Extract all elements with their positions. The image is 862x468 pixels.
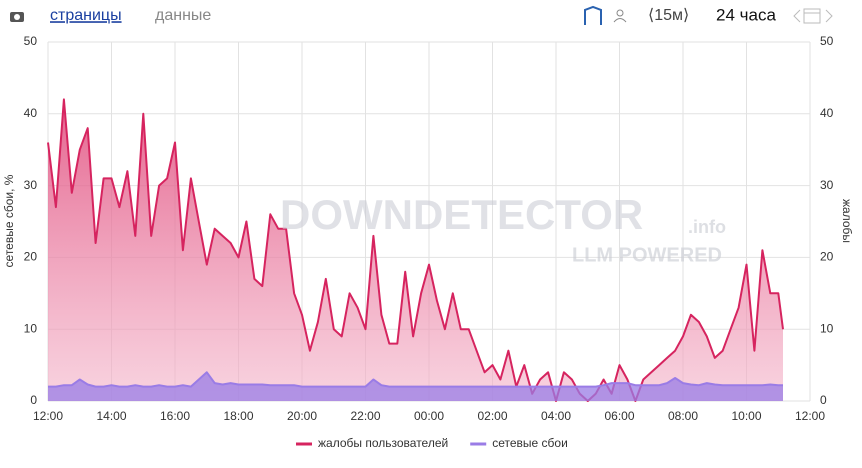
y2-axis-label: жалобы bbox=[840, 199, 854, 243]
watermark: DOWNDETECTOR bbox=[280, 191, 643, 238]
legend-label: сетевые сбои bbox=[492, 436, 568, 450]
y-tick-label: 50 bbox=[24, 34, 38, 48]
legend-label: жалобы пользователей bbox=[318, 436, 448, 450]
y-tick-label: 10 bbox=[24, 321, 38, 335]
watermark: .info bbox=[688, 217, 726, 237]
x-tick-label: 12:00 bbox=[795, 409, 825, 423]
x-tick-label: 22:00 bbox=[350, 409, 380, 423]
x-tick-label: 16:00 bbox=[160, 409, 190, 423]
x-tick-label: 02:00 bbox=[477, 409, 507, 423]
marks bbox=[47, 98, 784, 402]
tab-pages[interactable]: страницы bbox=[50, 7, 122, 24]
x-tick-label: 10:00 bbox=[731, 409, 761, 423]
calendar-icon[interactable] bbox=[793, 8, 833, 24]
y2-tick-label: 40 bbox=[820, 106, 834, 120]
y-tick-label: 0 bbox=[30, 393, 37, 407]
x-tick-label: 06:00 bbox=[604, 409, 634, 423]
x-tick-label: 00:00 bbox=[414, 409, 444, 423]
legend: жалобы пользователей сетевые сбои bbox=[296, 436, 568, 450]
interval[interactable]: ⟨15м⟩ bbox=[648, 7, 689, 24]
tab-data[interactable]: данные bbox=[155, 7, 211, 24]
y2-tick-label: 50 bbox=[820, 34, 834, 48]
y-tick-label: 20 bbox=[24, 250, 38, 264]
y2-tick-label: 30 bbox=[820, 178, 834, 192]
camera-icon[interactable] bbox=[10, 12, 24, 22]
watermark: LLM POWERED bbox=[572, 244, 722, 266]
series-area bbox=[48, 99, 783, 402]
x-tick-label: 20:00 bbox=[287, 409, 317, 423]
x-tick-label: 12:00 bbox=[33, 409, 63, 423]
user-icon[interactable] bbox=[613, 9, 627, 23]
series-line bbox=[47, 98, 784, 402]
x-tick-label: 18:00 bbox=[223, 409, 253, 423]
y2-tick-label: 0 bbox=[820, 393, 827, 407]
x-tick-label: 04:00 bbox=[541, 409, 571, 423]
chart-mode-icon[interactable] bbox=[584, 5, 602, 25]
range[interactable]: 24 часа bbox=[716, 5, 776, 24]
x-tick-label: 08:00 bbox=[668, 409, 698, 423]
x-tick-label: 14:00 bbox=[96, 409, 126, 423]
y2-tick-label: 10 bbox=[820, 321, 834, 335]
y-tick-label: 40 bbox=[24, 106, 38, 120]
y2-tick-label: 20 bbox=[820, 250, 834, 264]
series-line bbox=[48, 371, 783, 388]
grid: 0 10 20 30 40 50 0 10 20 30 40 50 12:00 14:00 16:00 18:… bbox=[24, 34, 834, 423]
y-tick-label: 30 bbox=[24, 178, 38, 192]
y-axis-label: сетевые сбои, % bbox=[2, 174, 16, 267]
